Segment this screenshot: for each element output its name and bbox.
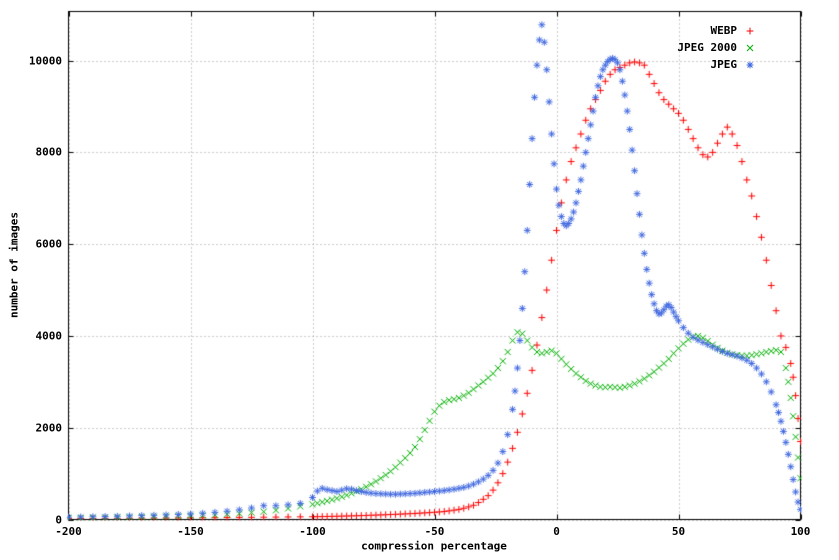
legend: WEBP JPEG 2000 JPEG: [677, 22, 757, 73]
x-tick-label: 0: [553, 525, 560, 538]
y-tick-label: 2000: [35, 421, 63, 435]
y-tick-label: 10000: [28, 54, 62, 68]
legend-marker-plus-icon: [746, 27, 754, 34]
y-axis-title: number of images: [7, 212, 21, 318]
legend-marker-asterisk-icon: [746, 61, 754, 68]
legend-item: JPEG: [677, 56, 757, 73]
x-tick-label: -150: [177, 525, 204, 538]
x-tick-label: -50: [424, 525, 445, 538]
y-tick-label: 8000: [35, 145, 63, 159]
y-tick-label: 6000: [35, 237, 63, 251]
legend-label: WEBP: [710, 24, 738, 37]
legend-label: JPEG: [710, 58, 738, 71]
x-tick-label: -200: [55, 525, 82, 538]
x-tick-label: 50: [671, 525, 686, 538]
legend-item: WEBP: [677, 22, 757, 39]
legend-item: JPEG 2000: [677, 39, 757, 56]
x-tick-label: 100: [790, 525, 811, 538]
x-axis-title: compression percentage: [361, 539, 507, 553]
x-tick-label: -100: [299, 525, 326, 538]
legend-label: JPEG 2000: [677, 41, 737, 54]
y-tick-label: 0: [55, 513, 62, 526]
legend-marker-cross-icon: [746, 44, 754, 51]
y-tick-label: 4000: [35, 329, 63, 343]
